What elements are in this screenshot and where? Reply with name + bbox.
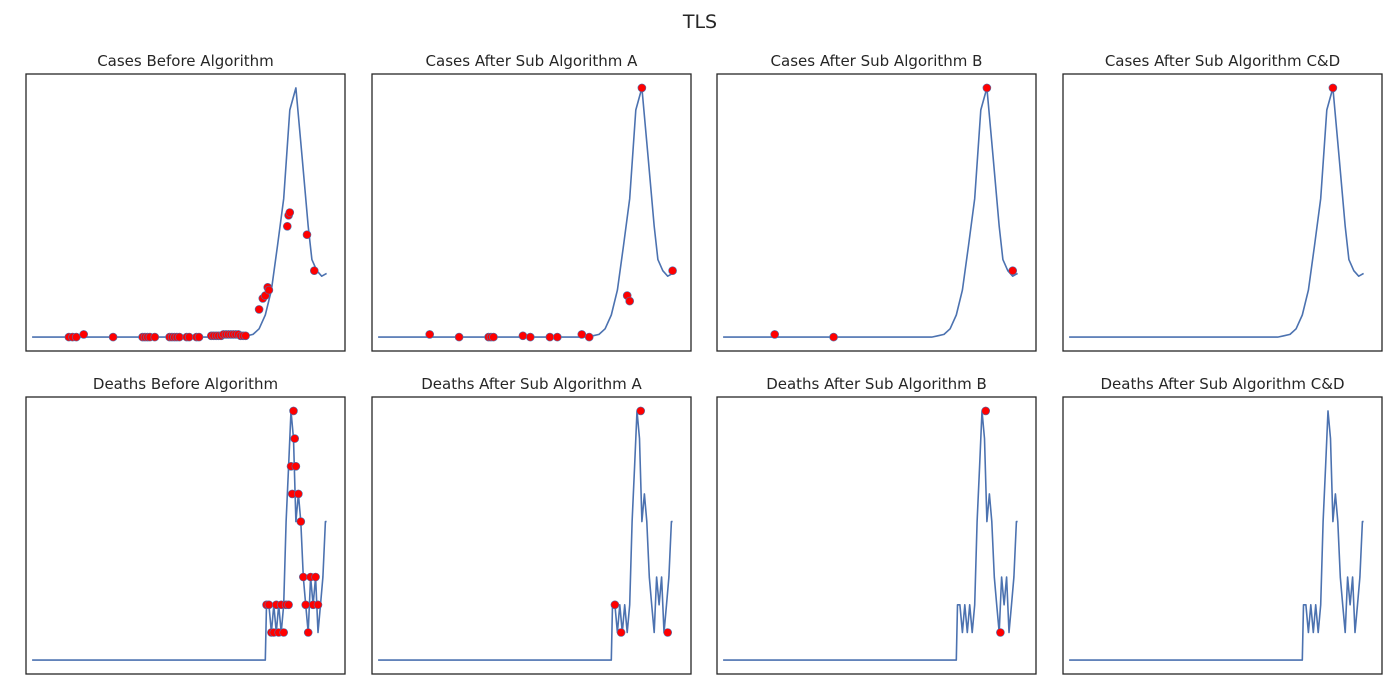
outlier-point	[577, 330, 587, 339]
outlier-point	[303, 628, 313, 637]
axes-frame	[1062, 73, 1383, 352]
outlier-point	[298, 572, 308, 582]
outlier-point	[584, 332, 594, 342]
axes-frame	[25, 396, 346, 675]
axes-frame	[371, 396, 692, 675]
subplot-title: Deaths After Sub Algorithm C&D	[1101, 375, 1345, 393]
outlier-point	[264, 600, 274, 610]
outlier-point	[301, 600, 311, 610]
outlier-point	[254, 305, 264, 314]
series-line	[723, 410, 1018, 661]
outlier-point	[489, 332, 498, 342]
outlier-point	[296, 517, 306, 526]
outlier-point	[290, 434, 300, 443]
subplot-title: Cases After Sub Algorithm C&D	[1105, 52, 1340, 70]
outlier-point	[636, 406, 646, 416]
outlier-point	[194, 332, 204, 342]
subplot-title: Cases After Sub Algorithm A	[426, 52, 639, 70]
outlier-point	[291, 461, 301, 471]
outlier-point	[285, 208, 295, 217]
subplot-3: Cases After Sub Algorithm B	[716, 52, 1037, 352]
outlier-point	[284, 600, 293, 610]
axes-frame	[716, 73, 1037, 352]
axes-frame	[1062, 396, 1383, 675]
series-line	[723, 87, 1018, 338]
outlier-point	[663, 628, 673, 637]
outlier-point	[996, 628, 1005, 637]
outlier-point	[72, 332, 81, 342]
outlier-point	[610, 600, 620, 610]
outlier-point	[616, 628, 626, 637]
series-line	[378, 410, 673, 661]
subplot-7: Deaths After Sub Algorithm B	[716, 375, 1037, 675]
subplot-5: Deaths Before Algorithm	[25, 375, 346, 675]
outlier-point	[150, 332, 160, 342]
outlier-point	[241, 331, 250, 341]
outlier-point	[454, 332, 464, 342]
series-line	[1069, 410, 1364, 661]
outlier-point	[829, 332, 838, 342]
outlier-point	[313, 600, 323, 610]
outlier-point	[545, 332, 555, 342]
axes-frame	[25, 73, 346, 352]
axes-frame	[371, 73, 692, 352]
outlier-point	[294, 489, 303, 499]
outlier-point	[108, 332, 118, 342]
subplot-4: Cases After Sub Algorithm C&D	[1062, 52, 1383, 352]
subplot-title: Deaths Before Algorithm	[93, 375, 278, 393]
outlier-point	[625, 296, 635, 306]
outlier-point	[525, 332, 535, 342]
outlier-point	[175, 332, 184, 342]
outlier-point	[518, 331, 528, 341]
panels: Cases Before Algorithm Cases After Sub Al…	[25, 52, 1383, 675]
subplot-1: Cases Before Algorithm	[25, 52, 346, 352]
outlier-point	[279, 628, 289, 637]
outlier-point	[1008, 266, 1018, 276]
outlier-point	[282, 222, 292, 231]
outlier-point	[770, 330, 780, 339]
outlier-point	[79, 330, 88, 339]
figure-title: TLS	[682, 11, 717, 33]
subplot-title: Cases After Sub Algorithm B	[771, 52, 983, 70]
subplot-6: Deaths After Sub Algorithm A	[371, 375, 692, 675]
subplot-title: Cases Before Algorithm	[97, 52, 274, 70]
outlier-point	[637, 83, 647, 93]
subplot-title: Deaths After Sub Algorithm A	[421, 375, 642, 393]
subplot-8: Deaths After Sub Algorithm C&D	[1062, 375, 1383, 675]
outlier-point	[425, 330, 435, 339]
outlier-point	[668, 266, 677, 276]
outlier-point	[981, 406, 991, 416]
outlier-point	[552, 332, 562, 342]
outlier-point	[311, 572, 320, 582]
subplot-title: Deaths After Sub Algorithm B	[766, 375, 987, 393]
outlier-point	[982, 83, 992, 93]
series-line	[1069, 87, 1364, 338]
outlier-point	[184, 332, 194, 342]
outlier-point	[289, 406, 298, 416]
outlier-point	[302, 230, 312, 239]
series-line	[32, 410, 327, 661]
outlier-point	[309, 266, 319, 276]
outlier-point	[264, 285, 274, 295]
series-line	[32, 87, 327, 338]
subplot-2: Cases After Sub Algorithm A	[371, 52, 692, 352]
axes-frame	[716, 396, 1037, 675]
outlier-point	[1328, 83, 1338, 93]
